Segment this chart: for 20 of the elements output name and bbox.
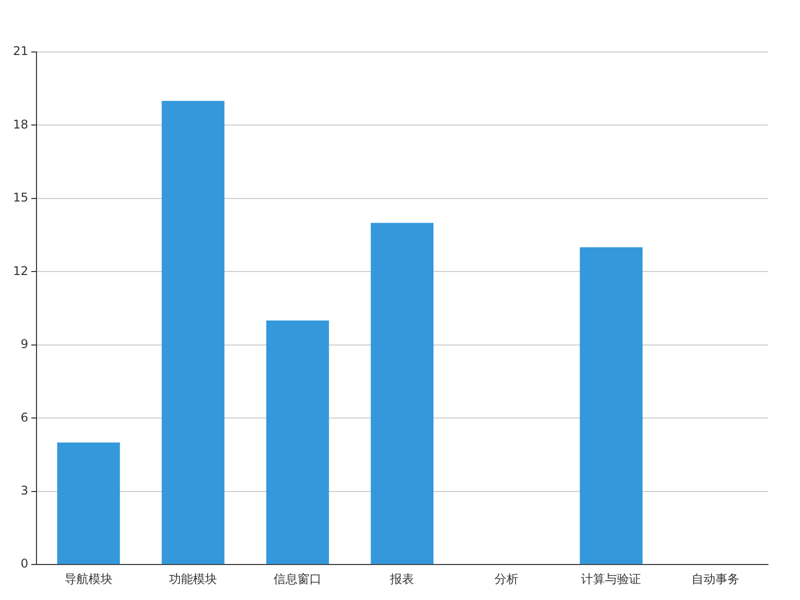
x-tick-label: 分析	[494, 572, 519, 586]
y-tick-label: 9	[20, 337, 28, 352]
x-tick-label: 导航模块	[64, 572, 113, 586]
y-tick-label: 12	[12, 264, 28, 278]
x-tick-label: 报表	[389, 572, 414, 586]
y-tick-label: 0	[20, 556, 28, 571]
x-tick-label: 自动事务	[692, 572, 740, 586]
bar	[162, 100, 224, 564]
x-tick-label: 信息窗口	[274, 572, 322, 586]
x-tick-label: 功能模块	[169, 572, 218, 586]
bar	[57, 442, 120, 564]
bar	[580, 247, 643, 564]
y-tick-label: 15	[12, 190, 28, 205]
bar	[266, 320, 329, 564]
y-tick-label: 6	[20, 410, 28, 424]
y-tick-label: 18	[12, 117, 28, 132]
bar	[370, 222, 434, 564]
y-tick-label: 21	[12, 44, 28, 58]
x-tick-label: 计算与验证	[581, 572, 642, 586]
y-tick-label: 3	[20, 483, 28, 498]
